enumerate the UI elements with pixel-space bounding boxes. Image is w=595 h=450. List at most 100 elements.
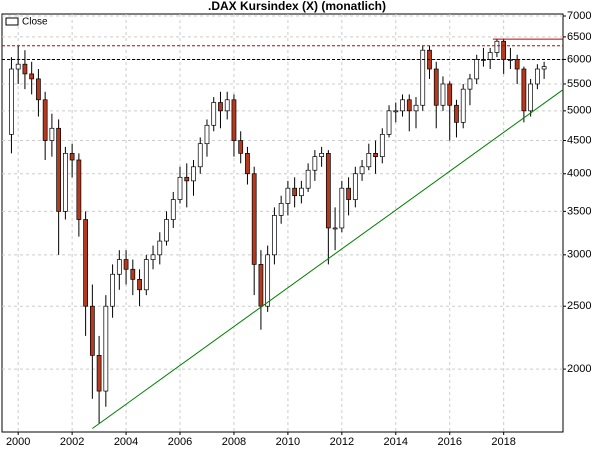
candle-body — [116, 259, 122, 275]
candle-body — [170, 199, 176, 220]
candle-body — [440, 83, 446, 106]
candle-body — [96, 355, 102, 392]
candle-body — [204, 124, 210, 145]
candle-body — [245, 153, 250, 175]
candle-body — [9, 68, 14, 135]
candle-body — [238, 140, 244, 154]
candle-body — [218, 102, 223, 112]
candle-body — [541, 66, 547, 70]
x-tick-label: 2014 — [384, 436, 408, 448]
candle-body — [42, 99, 48, 141]
candle-body — [150, 254, 156, 260]
chart-title: .DAX Kursindex (X) (monatlich) — [208, 0, 386, 13]
candle-body — [157, 240, 163, 256]
candle-body — [184, 176, 190, 182]
x-tick-label: 2004 — [114, 436, 138, 448]
y-tick-label: 5000 — [567, 105, 591, 117]
y-tick-label: 6000 — [567, 53, 591, 65]
y-tick-label: 3500 — [567, 205, 591, 217]
legend-swatch — [5, 17, 19, 26]
candle-body — [211, 102, 217, 126]
candle-body — [110, 273, 115, 307]
candle-body — [433, 68, 439, 106]
candle-body — [366, 153, 372, 168]
candle-body — [352, 173, 358, 200]
candle-body — [400, 99, 405, 112]
y-tick-label: 6500 — [567, 31, 591, 43]
candle-body — [514, 59, 520, 70]
candle-body — [325, 153, 331, 229]
y-tick-label: 7000 — [567, 10, 591, 22]
candle-body — [292, 187, 298, 197]
candle-body — [89, 305, 95, 356]
y-tick-label: 4500 — [567, 134, 591, 146]
x-tick-label: 2010 — [276, 436, 300, 448]
candle-body — [15, 63, 21, 70]
candle-body — [278, 203, 284, 216]
x-tick-label: 2006 — [168, 436, 192, 448]
candle-body — [63, 153, 68, 212]
candle-body — [22, 63, 28, 75]
candle-body — [224, 99, 230, 112]
candle-body — [305, 169, 311, 189]
y-tick-label: 4000 — [567, 168, 591, 180]
candle-body — [251, 173, 257, 265]
candle-body — [346, 187, 351, 200]
candle-body — [494, 40, 500, 53]
y-tick-label: 2000 — [567, 363, 591, 375]
candle-body — [83, 219, 88, 307]
candle-body — [265, 254, 271, 307]
y-tick-label: 3000 — [567, 249, 591, 261]
y-tick-label: 2500 — [567, 300, 591, 312]
candle-body — [123, 259, 129, 270]
candle-body — [420, 49, 426, 106]
candle-body — [49, 127, 55, 141]
candle-body — [521, 68, 527, 112]
candle-body — [137, 278, 142, 291]
candle-body — [103, 305, 109, 392]
candle-body — [332, 227, 338, 230]
candle-body — [535, 68, 540, 85]
candle-body — [285, 187, 291, 204]
candle-body — [373, 153, 378, 158]
candle-body — [501, 40, 507, 60]
x-tick-label: 2002 — [60, 436, 84, 448]
candle-body — [454, 104, 459, 123]
candle-body — [528, 83, 534, 112]
legend-label: Close — [22, 17, 48, 28]
candle-body — [231, 99, 237, 141]
candle-body — [413, 104, 419, 112]
x-tick-label: 2008 — [222, 436, 246, 448]
candle-body — [164, 219, 169, 242]
candle-body — [56, 127, 62, 212]
candle-body — [386, 110, 392, 135]
candle-body — [319, 153, 324, 158]
candle-body — [447, 83, 453, 106]
candle-body — [467, 78, 473, 90]
candle-body — [460, 88, 466, 123]
candle-body — [393, 110, 399, 113]
candle-body — [177, 176, 183, 200]
candle-body — [29, 73, 35, 80]
x-tick-label: 2012 — [330, 436, 354, 448]
candle-body — [130, 268, 136, 280]
x-tick-label: 2000 — [6, 436, 30, 448]
reference-line — [92, 89, 564, 429]
candle-body — [36, 78, 41, 101]
candle-body — [69, 153, 75, 161]
candle-body — [339, 187, 345, 229]
candle-body — [272, 215, 277, 256]
candle-body — [191, 166, 196, 182]
x-tick-label: 2018 — [491, 436, 515, 448]
candle-body — [299, 187, 304, 197]
candle-body — [474, 59, 480, 80]
x-tick-label: 2016 — [437, 436, 461, 448]
candle-body — [487, 52, 493, 60]
candle-body — [258, 264, 264, 307]
candle-body — [312, 156, 318, 171]
candle-body — [406, 99, 412, 112]
candle-body — [76, 159, 82, 220]
y-tick-label: 5500 — [567, 78, 591, 90]
candle-body — [143, 259, 149, 291]
